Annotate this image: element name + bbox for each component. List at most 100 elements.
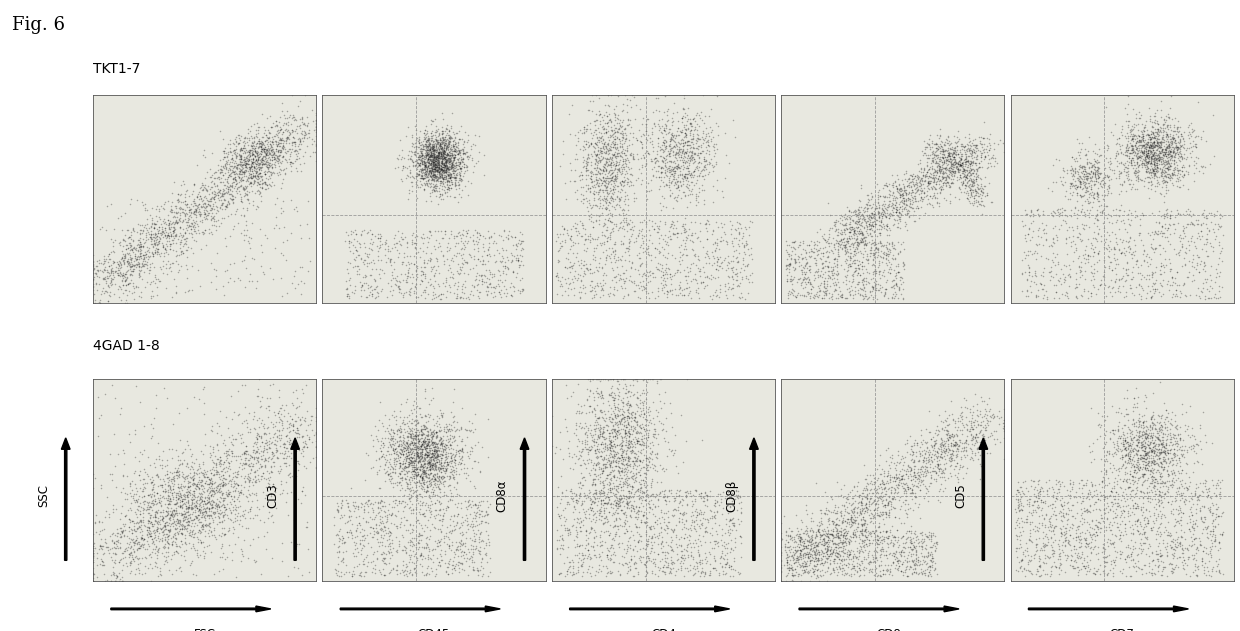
Point	[1115, 522, 1135, 533]
Point	[893, 276, 913, 286]
Point	[396, 419, 415, 429]
Point	[133, 487, 153, 497]
Point	[454, 150, 474, 160]
Point	[213, 470, 233, 480]
Point	[620, 408, 640, 418]
Point	[301, 411, 321, 422]
Point	[642, 165, 662, 175]
Point	[811, 278, 831, 288]
Point	[259, 153, 279, 163]
Point	[1137, 142, 1157, 152]
Point	[573, 157, 593, 167]
Point	[601, 126, 621, 136]
Point	[1006, 543, 1025, 553]
Point	[715, 150, 735, 160]
Point	[1120, 179, 1140, 189]
Point	[1167, 267, 1187, 277]
Point	[1087, 169, 1107, 179]
Point	[971, 139, 991, 149]
Point	[234, 225, 254, 235]
Point	[640, 138, 660, 148]
Point	[435, 443, 455, 453]
Point	[847, 507, 867, 517]
Point	[594, 268, 614, 278]
Point	[869, 266, 889, 276]
Point	[977, 188, 997, 198]
Point	[944, 151, 963, 162]
Point	[1140, 447, 1159, 457]
Point	[139, 523, 159, 533]
Point	[1107, 488, 1127, 498]
Point	[193, 382, 213, 392]
Point	[842, 253, 862, 263]
Point	[675, 90, 694, 100]
Point	[618, 411, 637, 422]
Point	[630, 522, 650, 533]
Point	[102, 263, 122, 273]
Point	[604, 108, 624, 118]
Point	[862, 225, 882, 235]
Point	[842, 285, 862, 295]
Point	[83, 557, 103, 567]
Point	[145, 541, 165, 551]
Point	[587, 386, 606, 396]
Point	[125, 466, 145, 476]
Point	[831, 236, 851, 246]
Point	[862, 564, 882, 574]
Point	[423, 447, 443, 457]
Point	[418, 430, 438, 440]
Point	[718, 251, 738, 261]
Point	[372, 524, 392, 534]
Point	[1110, 233, 1130, 244]
Point	[1138, 447, 1158, 457]
Point	[229, 487, 249, 497]
Point	[791, 570, 811, 581]
Point	[110, 268, 130, 278]
Point	[877, 221, 897, 232]
Point	[1115, 512, 1135, 522]
Point	[1123, 446, 1143, 456]
Point	[1112, 423, 1132, 433]
Point	[910, 448, 930, 458]
Point	[858, 258, 878, 268]
Point	[1126, 503, 1146, 513]
Point	[228, 428, 248, 438]
Point	[625, 541, 645, 551]
Point	[1132, 417, 1152, 427]
Point	[1112, 439, 1132, 449]
Point	[652, 137, 672, 147]
Point	[1009, 526, 1029, 536]
Point	[249, 432, 269, 442]
Point	[1145, 288, 1164, 298]
Point	[1130, 538, 1149, 548]
Point	[694, 487, 714, 497]
Point	[246, 468, 265, 478]
Point	[727, 491, 746, 501]
Point	[419, 227, 439, 237]
Point	[551, 498, 570, 508]
Point	[610, 493, 630, 504]
Point	[223, 139, 243, 149]
Point	[238, 474, 258, 484]
Point	[682, 189, 702, 199]
Point	[1128, 473, 1148, 483]
Point	[83, 257, 103, 267]
Point	[859, 220, 879, 230]
Point	[867, 239, 887, 249]
Point	[285, 145, 305, 155]
Point	[1161, 146, 1180, 156]
Point	[1157, 145, 1177, 155]
Point	[862, 526, 882, 536]
Point	[367, 433, 387, 444]
Point	[815, 283, 835, 293]
Point	[423, 150, 443, 160]
Point	[1055, 216, 1075, 226]
Point	[387, 521, 407, 531]
Point	[1136, 437, 1156, 447]
Point	[394, 153, 414, 163]
Point	[1050, 172, 1070, 182]
Point	[1043, 492, 1063, 502]
Point	[666, 194, 686, 204]
Point	[228, 158, 248, 168]
Point	[396, 476, 415, 487]
